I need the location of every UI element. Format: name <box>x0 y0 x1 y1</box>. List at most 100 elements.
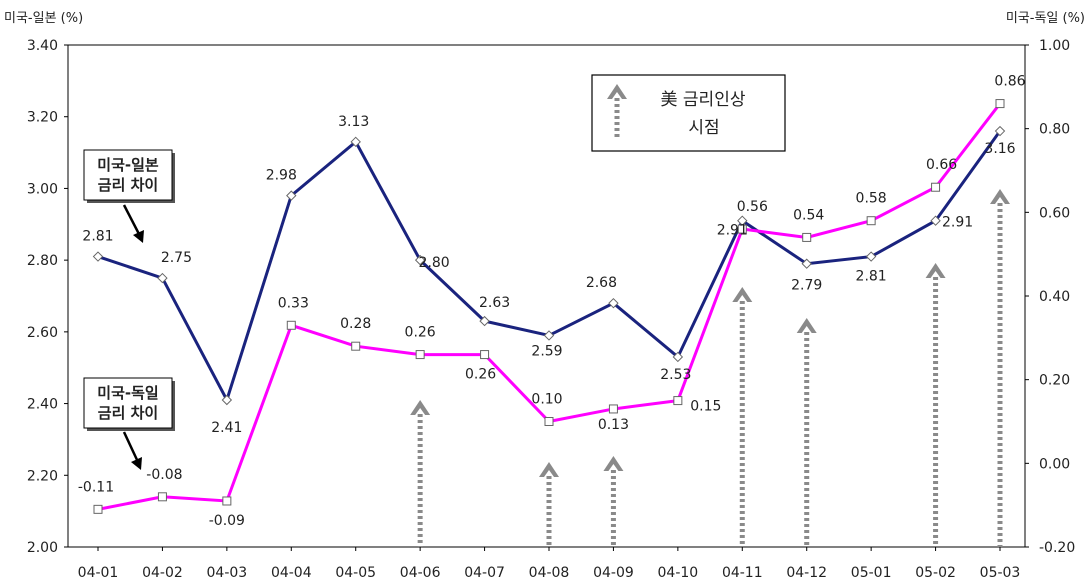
point-us_japan <box>672 351 684 363</box>
hike-arrow-head <box>603 456 624 471</box>
point-us_germany <box>351 341 361 351</box>
data-label-us_germany: 0.10 <box>531 392 562 408</box>
right-axis-title: 미국-독일 (%) <box>1006 11 1085 26</box>
us-germany-pointer <box>122 431 140 463</box>
data-label-us_japan: 2.80 <box>419 255 450 271</box>
rate-hike-marker <box>925 263 946 547</box>
left-tick-label: 2.80 <box>27 253 58 269</box>
data-label-us_germany: -0.08 <box>146 467 182 483</box>
point-us_germany <box>93 504 103 514</box>
point-us_germany <box>415 350 425 360</box>
left-axis-title: 미국-일본 (%) <box>4 11 83 26</box>
right-tick-label: 0.60 <box>1039 205 1070 221</box>
note-box <box>83 377 173 429</box>
data-label-us_japan: 2.53 <box>660 367 691 383</box>
data-labels: 2.81 2.75 2.41 2.98 3.13 2.80 2.63 2.59 2.68 2.53… <box>78 74 1026 529</box>
x-tick-label: 04-11 <box>722 565 763 581</box>
x-tick-label: 04-09 <box>593 565 634 581</box>
point-us_germany <box>222 496 232 506</box>
hike-arrow-head <box>539 462 559 477</box>
data-label-us_japan: 2.91 <box>942 215 973 231</box>
point-us_japan <box>350 136 361 148</box>
data-label-us_japan: 2.68 <box>586 275 617 291</box>
right-tick-label: 1.00 <box>1039 38 1070 54</box>
x-tick-label: 05-02 <box>915 565 956 581</box>
left-tick-label: 3.40 <box>27 38 58 54</box>
x-tick-label: 04-03 <box>207 565 248 581</box>
right-tick-label: 0.00 <box>1039 456 1070 472</box>
point-us_japan <box>157 272 168 284</box>
point-us_japan <box>930 215 941 226</box>
note-text: 미국-일본 <box>97 156 159 174</box>
data-label-us_japan: 2.81 <box>82 229 113 245</box>
point-us_germany <box>480 350 490 360</box>
x-tick-label: 04-10 <box>658 565 699 581</box>
point-us_japan <box>286 190 297 201</box>
note-text: 금리 차이 <box>98 404 158 422</box>
point-us_japan <box>801 258 812 269</box>
x-tick-label: 04-04 <box>271 565 312 581</box>
data-label-us_japan: 2.41 <box>211 420 242 436</box>
legend-text-line2: 시점 <box>688 118 719 138</box>
data-label-us_japan: 2.63 <box>479 295 510 311</box>
x-tick-label: 04-05 <box>335 565 376 581</box>
point-us_germany <box>931 182 941 192</box>
legend-arrow-icon <box>607 84 627 140</box>
hike-arrow-head <box>990 189 1010 204</box>
left-tick-label: 2.20 <box>27 468 58 484</box>
rate-hike-marker <box>990 189 1010 547</box>
point-us_germany <box>995 99 1005 109</box>
data-label-us_japan: 3.13 <box>338 114 369 130</box>
data-label-us_germany: 0.26 <box>405 325 436 341</box>
rate-hike-markers <box>410 189 1010 547</box>
point-us_japan <box>543 330 555 341</box>
hike-arrow-head <box>607 84 627 99</box>
us-japan-pointer <box>122 204 142 237</box>
point-us_japan <box>608 297 619 309</box>
data-label-us_germany: -0.09 <box>209 513 245 529</box>
data-label-us_japan: 2.79 <box>791 278 822 294</box>
right-tick-label: 0.80 <box>1039 122 1070 138</box>
rate-hike-marker <box>796 318 817 547</box>
left-tick-label: 2.40 <box>27 397 58 413</box>
right-tick-label: 0.20 <box>1039 373 1070 389</box>
rate-hike-marker <box>603 456 624 547</box>
data-label-us_germany: -0.11 <box>78 479 114 495</box>
us-germany-pointer-head <box>131 457 142 470</box>
hike-arrow-head <box>732 287 753 302</box>
data-label-us_japan: 3.16 <box>984 141 1015 157</box>
right-tick-label: 0.40 <box>1039 289 1070 305</box>
x-tick-label: 04-02 <box>142 565 183 581</box>
point-us_germany <box>802 232 812 242</box>
data-label-us_germany: 0.33 <box>278 295 309 311</box>
x-tick-label: 04-12 <box>786 565 827 581</box>
point-us_japan <box>479 315 490 327</box>
left-tick-label: 3.00 <box>27 181 58 197</box>
point-us_germany <box>544 417 554 426</box>
point-us_germany <box>673 396 683 406</box>
data-label-us_germany: 0.13 <box>598 417 629 433</box>
point-us_germany <box>866 216 876 226</box>
rate-hike-marker <box>732 287 753 547</box>
rate-hike-marker <box>410 400 431 547</box>
hike-arrow-head <box>796 318 817 333</box>
point-us_japan <box>865 251 877 262</box>
legend-box <box>591 74 786 152</box>
left-tick-label: 2.60 <box>27 325 58 341</box>
note-text: 금리 차이 <box>98 176 158 194</box>
x-tick-label: 04-07 <box>464 565 505 581</box>
data-label-us_germany: 0.56 <box>737 199 768 215</box>
note-text: 미국-독일 <box>97 384 158 402</box>
data-label-us_japan: 2.59 <box>531 343 562 359</box>
point-us_japan <box>221 394 233 406</box>
rate-hike-marker <box>539 462 559 547</box>
data-label-us_germany: 0.26 <box>465 367 496 383</box>
note-box <box>83 149 173 201</box>
x-tick-label: 05-03 <box>980 565 1021 581</box>
data-label-us_germany: 0.66 <box>926 157 957 173</box>
point-us_germany <box>608 404 618 414</box>
axes: 2.00 2.20 2.40 2.60 2.80 3.00 3.20 3.40 -0.20 0.0… <box>4 11 1085 581</box>
